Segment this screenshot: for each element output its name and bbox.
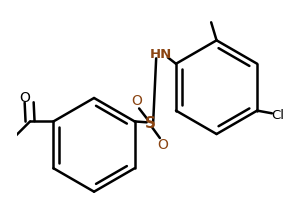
Text: O: O [157, 138, 168, 152]
Text: Cl: Cl [271, 109, 284, 122]
Text: O: O [131, 94, 142, 108]
Text: HN: HN [150, 48, 172, 61]
Text: S: S [145, 116, 156, 131]
Text: O: O [19, 91, 30, 105]
